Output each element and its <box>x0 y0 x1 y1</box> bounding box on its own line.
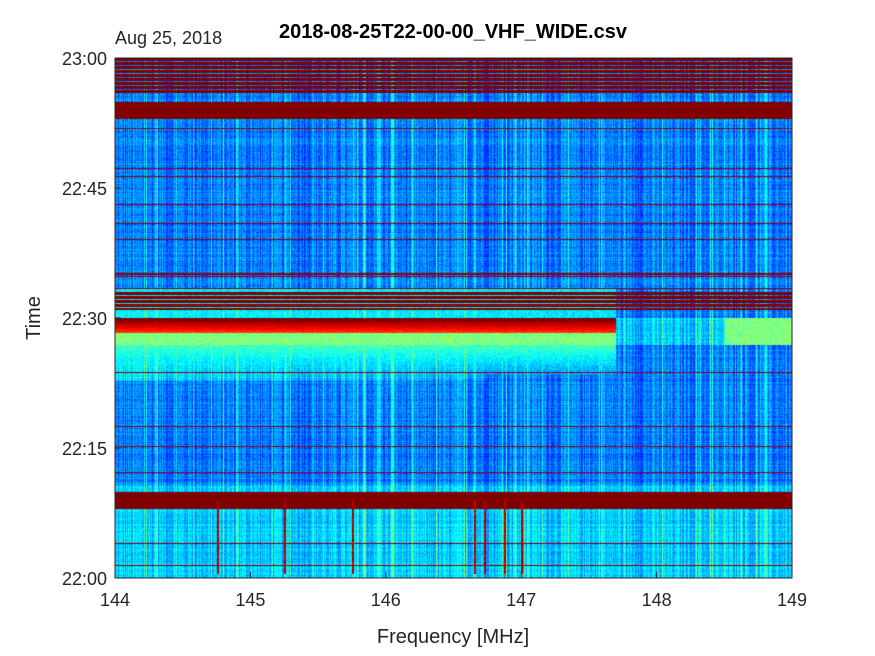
chart-title: 2018-08-25T22-00-00_VHF_WIDE.csv <box>279 21 628 43</box>
x-tick-label: 148 <box>642 590 672 610</box>
y-tick-label: 23:00 <box>62 49 107 69</box>
x-tick-label: 146 <box>371 590 401 610</box>
y-axis-label: Time <box>23 296 45 340</box>
x-axis-label: Frequency [MHz] <box>377 626 529 648</box>
x-axis: 144 145 146 147 148 149 <box>100 572 807 610</box>
x-tick-label: 147 <box>506 590 536 610</box>
heatmap-container <box>115 58 792 578</box>
date-label: Aug 25, 2018 <box>115 28 222 48</box>
y-tick-label: 22:00 <box>62 569 107 589</box>
x-tick-label: 144 <box>100 590 130 610</box>
y-tick-label: 22:15 <box>62 439 107 459</box>
y-axis: 22:00 22:15 22:30 22:45 23:00 <box>62 49 121 589</box>
x-tick-label: 149 <box>777 590 807 610</box>
y-tick-label: 22:45 <box>62 179 107 199</box>
y-tick-label: 22:30 <box>62 309 107 329</box>
x-tick-label: 145 <box>235 590 265 610</box>
heatmap <box>115 58 792 578</box>
